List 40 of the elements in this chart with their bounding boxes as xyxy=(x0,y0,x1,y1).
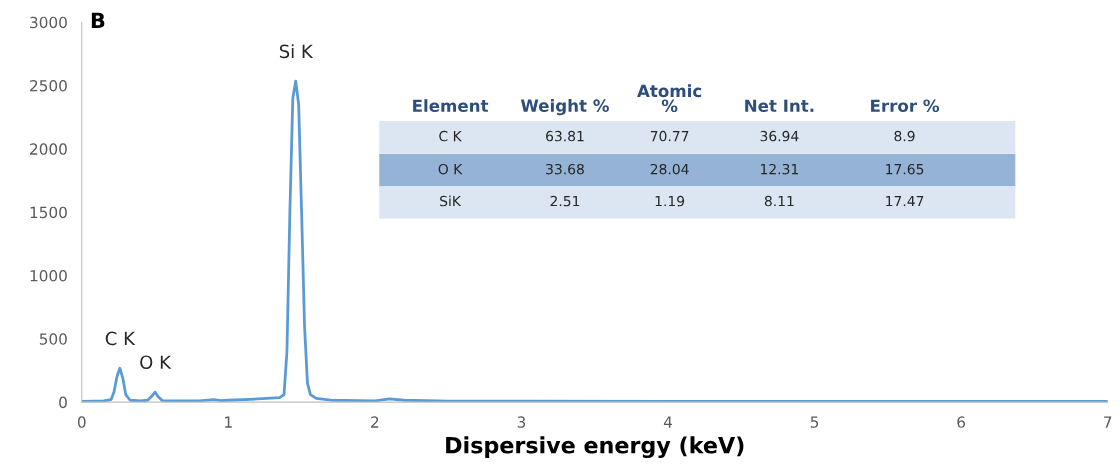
annotation: 8.9 xyxy=(894,130,915,142)
annotation: SiK xyxy=(440,195,462,207)
x-tick-label: 7 xyxy=(1104,416,1112,428)
x-tick-label: 5 xyxy=(810,416,819,428)
annotation: Weight % xyxy=(520,99,609,116)
annotation: 33.68 xyxy=(546,163,584,175)
annotation: Atomic % xyxy=(637,84,702,113)
annotation: 28.04 xyxy=(650,163,689,175)
annotation: C K xyxy=(105,331,136,346)
x-tick-label: 0 xyxy=(77,416,86,428)
y-tick-label: 1500 xyxy=(30,206,67,219)
annotation: 70.77 xyxy=(650,130,689,142)
annotation: O K xyxy=(438,163,463,175)
annotation: 1.19 xyxy=(655,195,685,207)
annotation: Si K xyxy=(279,44,314,59)
x-tick-label: 6 xyxy=(957,416,966,428)
annotation: Error % xyxy=(871,99,940,113)
annotation: 12.31 xyxy=(761,163,798,175)
y-tick-label: 0 xyxy=(59,396,67,409)
annotation: B xyxy=(91,12,105,28)
annotation: 17.47 xyxy=(886,195,924,207)
y-tick-label: 2500 xyxy=(30,79,67,92)
annotation: 36.94 xyxy=(760,130,799,142)
x-tick-label: 2 xyxy=(371,416,379,428)
annotation: 2.51 xyxy=(550,195,580,207)
annotation: Net Int. xyxy=(745,99,814,113)
x-tick-label: 3 xyxy=(517,416,526,428)
annotation: C K xyxy=(439,130,462,142)
x-tick-label: 4 xyxy=(663,416,672,428)
y-tick-label: 500 xyxy=(39,333,67,345)
y-tick-label: 2000 xyxy=(30,143,67,155)
y-tick-label: 1000 xyxy=(30,269,67,282)
annotation: 17.65 xyxy=(886,163,924,175)
annotation: Element xyxy=(413,99,489,113)
annotation: O K xyxy=(140,355,172,370)
y-tick-label: 3000 xyxy=(30,16,67,29)
x-tick-label: 1 xyxy=(225,416,232,428)
annotation: 63.81 xyxy=(546,130,584,142)
annotation: 8.11 xyxy=(764,195,794,207)
x-axis-title: Dispersive energy (keV) xyxy=(446,436,744,459)
